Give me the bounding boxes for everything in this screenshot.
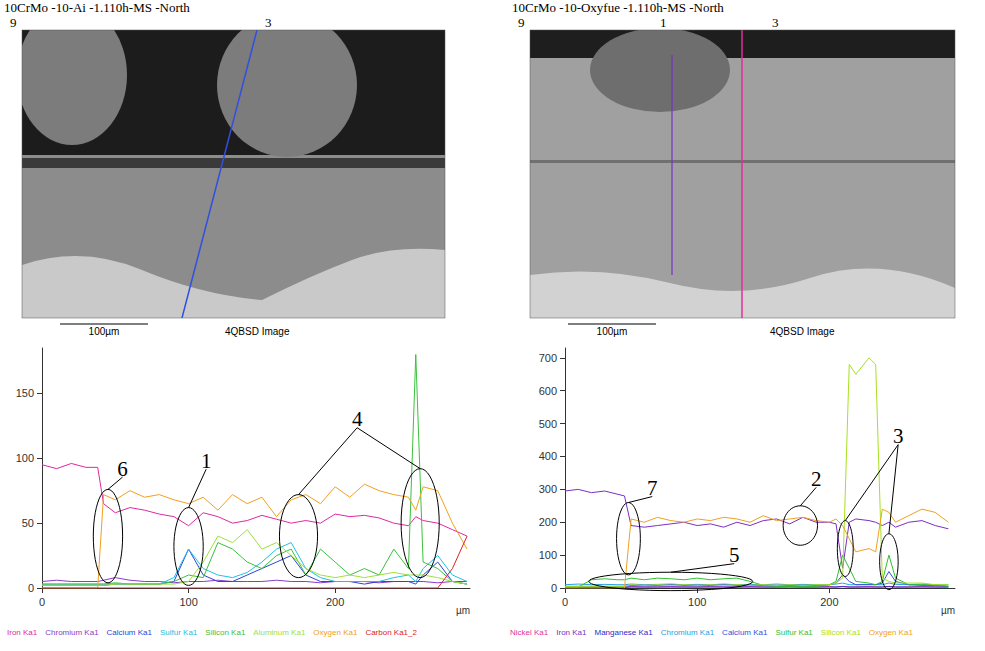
svg-text:0: 0 (551, 582, 557, 594)
svg-text:Nickel Ka1: Nickel Ka1 (510, 628, 549, 637)
svg-text:Silicon Ka1: Silicon Ka1 (821, 628, 862, 637)
svg-text:200: 200 (539, 516, 557, 528)
svg-text:Sulfur Ka1: Sulfur Ka1 (775, 628, 813, 637)
svg-text:100µm: 100µm (597, 326, 628, 337)
svg-text:6: 6 (117, 457, 128, 481)
svg-text:9: 9 (10, 15, 17, 30)
svg-text:200: 200 (820, 596, 838, 608)
svg-text:100: 100 (179, 596, 197, 608)
svg-text:100: 100 (539, 549, 557, 561)
svg-text:3: 3 (265, 15, 272, 30)
svg-text:500: 500 (539, 418, 557, 430)
svg-text:4QBSD Image: 4QBSD Image (225, 326, 290, 337)
svg-text:1: 1 (660, 15, 667, 30)
svg-text:µm: µm (456, 605, 470, 616)
svg-text:600: 600 (539, 385, 557, 397)
svg-text:3: 3 (772, 15, 779, 30)
svg-text:Carbon Ka1_2: Carbon Ka1_2 (365, 628, 417, 637)
svg-text:Manganese Ka1: Manganese Ka1 (594, 628, 653, 637)
svg-text:Calcium Ka1: Calcium Ka1 (107, 628, 153, 637)
svg-text:10CrMo -10-Ai -1.110h-MS -Nort: 10CrMo -10-Ai -1.110h-MS -North (4, 0, 190, 15)
svg-text:Iron Ka1: Iron Ka1 (556, 628, 587, 637)
svg-text:Sulfur Ka1: Sulfur Ka1 (160, 628, 198, 637)
svg-text:5: 5 (729, 543, 740, 567)
svg-text:µm: µm (941, 605, 955, 616)
svg-text:0: 0 (562, 596, 568, 608)
svg-text:700: 700 (539, 352, 557, 364)
svg-text:300: 300 (539, 483, 557, 495)
svg-text:Calcium Ka1: Calcium Ka1 (722, 628, 768, 637)
svg-text:Oxygen Ka1: Oxygen Ka1 (313, 628, 358, 637)
svg-text:4: 4 (352, 407, 363, 431)
svg-text:100: 100 (16, 452, 34, 464)
svg-text:0: 0 (39, 596, 45, 608)
svg-text:Chromium Ka1: Chromium Ka1 (661, 628, 715, 637)
svg-text:Silicon Ka1: Silicon Ka1 (205, 628, 246, 637)
svg-text:2: 2 (811, 467, 822, 491)
svg-text:1: 1 (201, 449, 212, 473)
svg-text:100µm: 100µm (89, 326, 120, 337)
svg-text:150: 150 (16, 387, 34, 399)
svg-text:Aluminum Ka1: Aluminum Ka1 (253, 628, 306, 637)
svg-text:9: 9 (518, 15, 525, 30)
svg-text:Oxygen Ka1: Oxygen Ka1 (869, 628, 914, 637)
svg-text:Iron Ka1: Iron Ka1 (7, 628, 38, 637)
svg-text:10CrMo -10-Oxyfue -1.110h-MS -: 10CrMo -10-Oxyfue -1.110h-MS -North (512, 0, 724, 15)
svg-text:0: 0 (28, 582, 34, 594)
svg-text:Chromium Ka1: Chromium Ka1 (45, 628, 99, 637)
svg-text:200: 200 (326, 596, 344, 608)
svg-text:50: 50 (22, 517, 34, 529)
svg-text:100: 100 (688, 596, 706, 608)
svg-text:7: 7 (647, 476, 658, 500)
svg-text:4QBSD Image: 4QBSD Image (770, 326, 835, 337)
svg-text:400: 400 (539, 450, 557, 462)
svg-text:3: 3 (893, 424, 904, 448)
